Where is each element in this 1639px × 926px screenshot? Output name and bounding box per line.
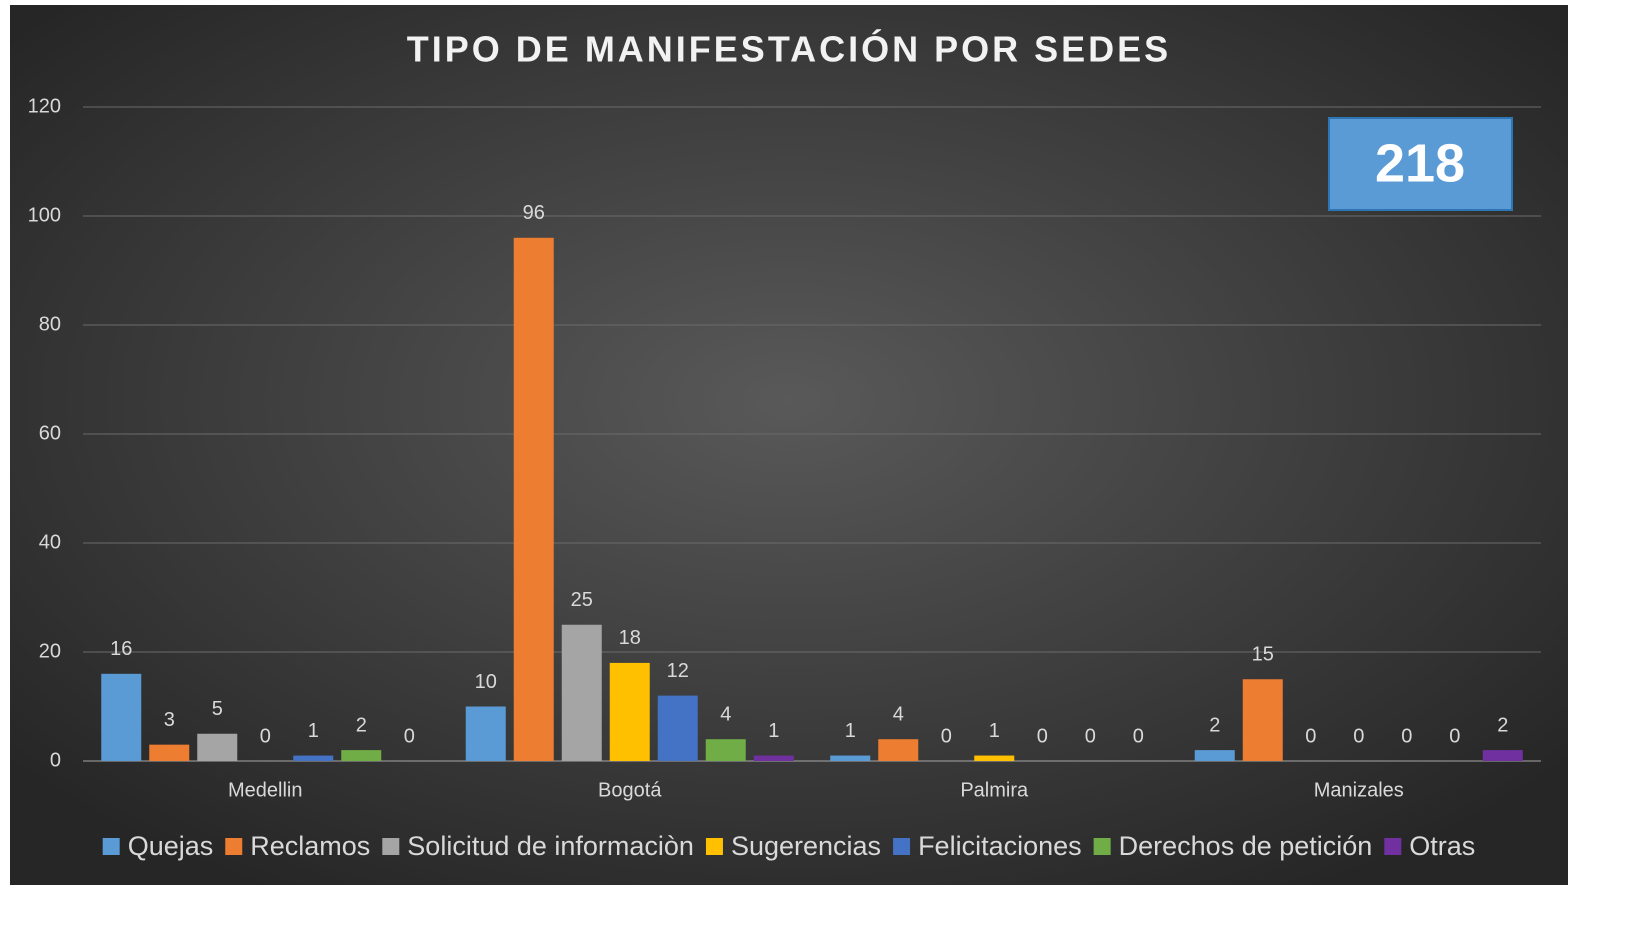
y-tick-label: 20 <box>39 640 61 662</box>
bar <box>609 662 650 761</box>
bar <box>1194 750 1235 761</box>
x-tick-label: Bogotá <box>598 779 662 801</box>
data-label: 1 <box>989 720 1000 742</box>
data-label: 4 <box>893 703 904 725</box>
data-label: 0 <box>1037 725 1048 747</box>
bar <box>1242 679 1283 761</box>
data-label: 2 <box>356 714 367 736</box>
bar <box>341 750 382 761</box>
bar <box>705 739 746 761</box>
bar <box>101 673 142 761</box>
data-label: 1 <box>768 720 779 742</box>
legend-label: Quejas <box>128 831 214 861</box>
legend-swatch <box>225 838 243 855</box>
x-tick-label: Manizales <box>1314 779 1404 801</box>
data-label: 0 <box>1449 725 1460 747</box>
bar <box>513 237 554 762</box>
bar <box>878 739 919 761</box>
data-label: 12 <box>667 660 689 682</box>
y-tick-label: 120 <box>28 95 61 117</box>
data-label: 4 <box>720 703 731 725</box>
data-label: 0 <box>1305 725 1316 747</box>
data-label: 5 <box>212 698 223 720</box>
legend-swatch <box>705 838 723 855</box>
data-label: 18 <box>619 627 641 649</box>
legend-label: Solicitud de informaciòn <box>407 831 694 861</box>
data-label: 2 <box>1209 714 1220 736</box>
bar <box>197 733 238 761</box>
data-label: 0 <box>260 725 271 747</box>
data-label: 1 <box>308 720 319 742</box>
legend-swatch <box>1093 838 1111 855</box>
legend-swatch <box>382 838 400 855</box>
data-label: 16 <box>110 638 132 660</box>
chart-title: TIPO DE MANIFESTACIÓN POR SEDES <box>407 28 1171 70</box>
data-label: 0 <box>1353 725 1364 747</box>
legend-swatch <box>1384 838 1402 855</box>
legend-label: Reclamos <box>250 831 370 861</box>
data-label: 10 <box>475 671 497 693</box>
total-annotation: 218 <box>1375 133 1465 193</box>
data-label: 0 <box>1085 725 1096 747</box>
bar <box>149 744 190 761</box>
data-label: 25 <box>571 589 593 611</box>
data-label: 15 <box>1252 644 1274 666</box>
y-tick-label: 80 <box>39 313 61 335</box>
data-label: 3 <box>164 709 175 731</box>
x-tick-label: Palmira <box>960 779 1029 801</box>
bar <box>561 624 602 761</box>
chart-background <box>10 5 1568 885</box>
data-label: 2 <box>1497 714 1508 736</box>
x-tick-label: Medellin <box>228 779 302 801</box>
data-label: 0 <box>1133 725 1144 747</box>
data-label: 0 <box>404 725 415 747</box>
bar <box>830 755 871 761</box>
total-box <box>1328 117 1513 211</box>
legend-label: Otras <box>1409 831 1475 861</box>
data-label: 96 <box>523 202 545 224</box>
data-label: 0 <box>1401 725 1412 747</box>
legend-label: Felicitaciones <box>918 831 1082 861</box>
y-tick-label: 40 <box>39 531 61 553</box>
legend-swatch <box>102 838 120 855</box>
bar <box>657 695 698 761</box>
bar <box>1482 750 1523 761</box>
bar <box>974 755 1015 761</box>
data-label: 0 <box>941 725 952 747</box>
bar <box>753 755 794 761</box>
y-tick-label: 100 <box>28 204 61 226</box>
y-tick-label: 60 <box>39 422 61 444</box>
legend-label: Derechos de petición <box>1119 831 1373 861</box>
legend-swatch <box>893 838 911 855</box>
legend-label: Sugerencias <box>731 831 881 861</box>
bar <box>293 755 334 761</box>
y-tick-label: 0 <box>50 749 61 771</box>
bar <box>465 706 506 761</box>
data-label: 1 <box>845 720 856 742</box>
